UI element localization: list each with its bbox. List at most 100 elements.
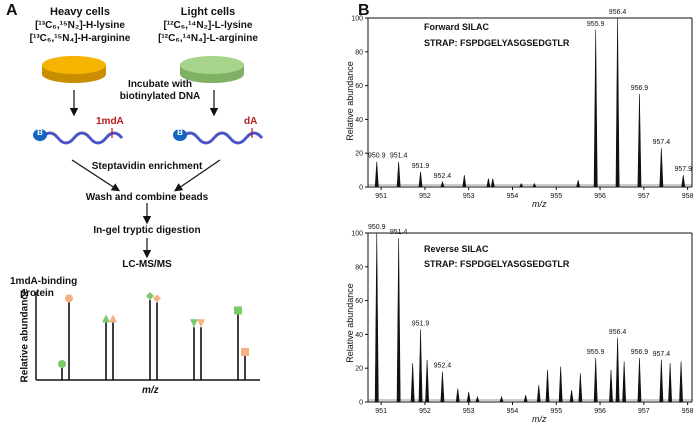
- spectrum-peak: [523, 395, 528, 403]
- y-tick-label: 20: [355, 151, 363, 158]
- x-tick-label: 958: [682, 408, 694, 415]
- spectrum-peak: [576, 180, 581, 188]
- schematic-heavy-marker: [234, 306, 242, 315]
- peak-label: 957.4: [653, 139, 671, 146]
- peak-label: 951.9: [412, 320, 430, 327]
- x-tick-label: 955: [550, 193, 562, 200]
- schematic-heavy-marker: [58, 360, 66, 368]
- heavy-lysine-label: [¹³C₆,¹⁵N₂]-H-lysine: [35, 20, 125, 31]
- spectrum-peak: [475, 395, 480, 403]
- schematic-x-label: m/z: [142, 385, 159, 396]
- peak-label: 957.9: [674, 166, 692, 173]
- peak-label: 956.4: [609, 9, 627, 16]
- light-arginine-label: [¹²C₆,¹⁴N₄]-L-arginine: [158, 33, 258, 44]
- reverse-peptide-label: STRAP: FSPDGELYASGSEDGTLR: [424, 259, 570, 269]
- y-tick-label: 40: [355, 117, 363, 124]
- peak-label: 950.9: [368, 153, 386, 160]
- schematic-heavy-marker: [190, 319, 198, 328]
- spectrum-peak: [418, 329, 423, 403]
- peak-label: 957.4: [653, 351, 671, 358]
- x-tick-label: 952: [419, 408, 431, 415]
- spectrum-peak: [593, 29, 598, 188]
- spectrum-peak: [374, 232, 379, 403]
- spectrum-peak: [578, 373, 583, 403]
- y-tick-label: 60: [355, 298, 363, 305]
- x-tick-label: 953: [463, 193, 475, 200]
- spectrum-peak: [396, 238, 401, 403]
- mod-label-dA: dA: [244, 116, 258, 127]
- schematic-peaks: [58, 292, 249, 380]
- y-tick-label: 0: [359, 185, 363, 192]
- spectrum-peak: [532, 182, 537, 188]
- reverse-y-label: Relative abundance: [345, 283, 355, 363]
- y-tick-label: 40: [355, 332, 363, 339]
- x-tick-label: 957: [638, 193, 650, 200]
- reverse-silac-title: Reverse SILAC: [424, 244, 489, 254]
- panel-letter-a: A: [6, 2, 18, 19]
- spectrum-peak: [637, 358, 642, 403]
- peak-label: 956.9: [631, 349, 649, 356]
- spectrum-peak: [466, 391, 471, 403]
- x-tick-label: 956: [594, 408, 606, 415]
- spectrum-peak: [499, 395, 504, 403]
- spectrum-peak: [593, 358, 598, 403]
- schematic-y-label: Relative abundance: [19, 288, 31, 383]
- mod-label-1mdA: 1mdA: [96, 116, 124, 127]
- spectrum-peak: [569, 390, 574, 403]
- schematic-light-marker: [109, 314, 117, 323]
- peak-label: 956.4: [609, 329, 627, 336]
- biotinylated-dna-dA: [180, 128, 264, 145]
- step-tryptic-digestion: In-gel tryptic digestion: [93, 225, 201, 236]
- x-tick-label: 952: [419, 193, 431, 200]
- step-lc-ms: LC-MS/MS: [122, 259, 172, 270]
- peak-label: 952.4: [434, 173, 452, 180]
- biotin-label-light: B: [177, 128, 183, 137]
- x-tick-label: 955: [550, 408, 562, 415]
- spectrum-peak: [545, 369, 550, 403]
- baseline-noise: [367, 184, 692, 186]
- spectrum-peak: [622, 361, 627, 403]
- spectrum-peak: [659, 148, 664, 188]
- spectrum-peak: [440, 180, 445, 188]
- peak-label: 951.4: [390, 229, 408, 236]
- spectrum-peak: [455, 388, 460, 403]
- y-tick-label: 100: [351, 231, 363, 238]
- spectrum-peak: [679, 361, 683, 403]
- spectrum-peak: [659, 359, 664, 403]
- y-tick-label: 80: [355, 49, 363, 56]
- spectrum-peak: [519, 182, 524, 188]
- spectrum-peak: [486, 178, 491, 188]
- spectrum-peak: [615, 17, 620, 188]
- light-lysine-label: [¹²C₆,¹⁴N₂]-L-lysine: [163, 20, 253, 31]
- spectrum-peak: [681, 175, 686, 188]
- schematic-heavy-marker: [146, 292, 154, 300]
- spectrum-peak: [462, 175, 467, 188]
- schematic-light-marker: [65, 294, 73, 303]
- spectrum-peak: [425, 359, 430, 403]
- peak-label: 951.9: [412, 163, 430, 170]
- forward-peptide-label: STRAP: FSPDGELYASGSEDGTLR: [424, 38, 570, 48]
- heavy-arginine-label: [¹³C₆,¹⁵N₄]-H-arginine: [29, 33, 131, 44]
- step-wash-combine: Wash and combine beads: [85, 192, 209, 203]
- peak-label: 950.9: [368, 224, 386, 231]
- forward-y-label: Relative abundance: [345, 61, 355, 141]
- biotinylated-dna-1mdA: [40, 128, 124, 145]
- panel-letter-b: B: [358, 2, 370, 19]
- x-tick-label: 954: [507, 408, 519, 415]
- spectrum-peak: [418, 171, 423, 188]
- y-tick-label: 80: [355, 264, 363, 271]
- spectrum-peak: [440, 371, 445, 403]
- x-tick-label: 953: [463, 408, 475, 415]
- step-streptavidin-enrichment: Steptavidin enrichment: [91, 161, 203, 172]
- incubate-label-line2: biotinylated DNA: [119, 91, 201, 102]
- x-tick-label: 954: [507, 193, 519, 200]
- spectrum-peak: [374, 161, 379, 188]
- y-tick-label: 60: [355, 83, 363, 90]
- binding-protein-label-1: 1mdA-binding: [10, 276, 78, 287]
- peak-label: 955.9: [587, 21, 605, 28]
- schematic-heavy-marker: [102, 314, 110, 323]
- y-tick-label: 0: [359, 400, 363, 407]
- schematic-light-marker: [197, 319, 205, 328]
- light-cells-title: Light cells: [180, 6, 236, 18]
- peak-label: 956.9: [631, 85, 649, 92]
